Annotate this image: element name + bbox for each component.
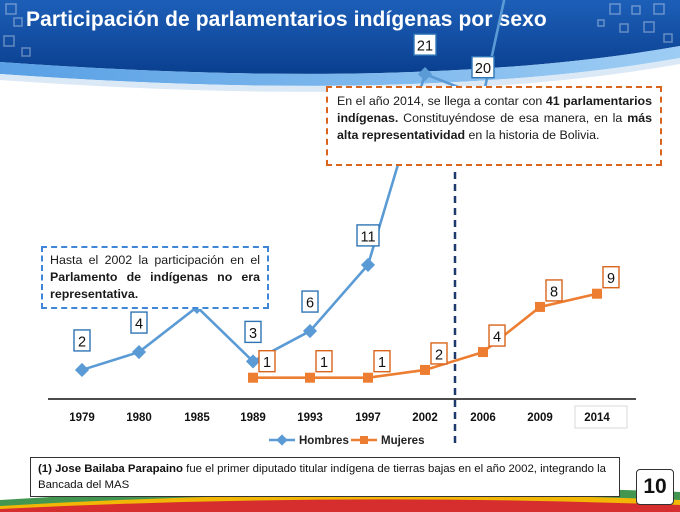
callout-2014-text-3: en la historia de Bolivia. <box>465 128 600 142</box>
slide-title: Participación de parlamentarios indígena… <box>26 8 547 31</box>
data-label-box-hombres <box>471 56 495 79</box>
data-point-hombres <box>302 323 318 339</box>
callout-2014-text-2: Constituyéndose de esa manera, en la <box>398 111 628 125</box>
x-tick-label: 2002 <box>412 412 438 424</box>
data-label-hombres: 4 <box>135 317 143 333</box>
data-point-hombres <box>131 344 147 360</box>
callout-2002-text: Hasta el 2002 la participación en el <box>50 253 260 267</box>
data-label-hombres: 11 <box>360 229 375 245</box>
x-tick-label: 1989 <box>240 412 266 424</box>
callout-2014-text-1: En el año 2014, se llega a contar con <box>337 94 546 108</box>
data-label-box-mujeres <box>373 350 391 373</box>
data-label-mujeres: 1 <box>263 355 271 371</box>
data-point-mujeres <box>535 301 545 312</box>
callout-2014: En el año 2014, se llega a contar con 41… <box>326 86 662 166</box>
data-point-hombres <box>360 257 376 272</box>
x-tick-label: 1979 <box>69 412 95 424</box>
data-label-mujeres: 8 <box>550 284 558 300</box>
footnote: (1) Jose Bailaba Parapaino fue el primer… <box>30 457 620 497</box>
data-label-hombres: 3 <box>249 326 257 342</box>
x-tick-label: 1985 <box>184 412 210 424</box>
data-label-box-hombres <box>301 290 319 313</box>
x-tick-label: 2006 <box>470 412 496 424</box>
legend-label: Mujeres <box>381 435 424 447</box>
x-tick-label: 1993 <box>297 412 323 424</box>
data-label-box-hombres <box>73 329 91 352</box>
data-point-hombres <box>74 362 90 378</box>
x-tick-label: 2009 <box>527 412 553 424</box>
data-label-box-mujeres <box>258 350 276 373</box>
callout-2014-bold-2: más alta representatividad <box>337 111 652 142</box>
data-point-mujeres <box>592 288 602 299</box>
data-label-mujeres: 1 <box>320 355 328 371</box>
highlight-year-box <box>574 405 628 429</box>
data-point-mujeres <box>420 364 430 375</box>
data-label-box-mujeres <box>545 279 563 302</box>
data-label-box-mujeres <box>430 342 448 365</box>
data-label-mujeres: 4 <box>493 330 501 346</box>
footnote-author: (1) Jose Bailaba Parapaino <box>38 463 183 475</box>
data-point-mujeres <box>248 372 258 383</box>
data-label-mujeres: 9 <box>607 271 615 287</box>
data-label-mujeres: 1 <box>378 355 386 371</box>
data-label-hombres: 6 <box>306 296 314 312</box>
footnote-text: fue el primer diputado titular indígena … <box>38 463 606 491</box>
data-label-box-mujeres <box>488 324 506 347</box>
x-tick-label: 1997 <box>355 412 381 424</box>
data-label-hombres: 21 <box>417 39 433 55</box>
data-label-box-mujeres <box>602 266 620 289</box>
data-point-hombres <box>417 67 433 82</box>
data-label-box-mujeres <box>315 350 333 373</box>
data-label-box-hombres <box>413 33 437 56</box>
data-label-hombres: 20 <box>475 61 491 77</box>
page-number: 10 <box>636 469 674 505</box>
data-label-hombres: 2 <box>78 334 86 350</box>
callout-2014-bold-1: 41 parlamentarios indígenas. <box>337 94 652 125</box>
data-point-mujeres <box>305 372 315 383</box>
data-point-mujeres <box>478 347 488 358</box>
callout-2002-bold: Parlamento de indígenas no era represent… <box>50 270 260 301</box>
data-point-mujeres <box>363 372 373 383</box>
legend-marker <box>276 434 288 446</box>
data-label-mujeres: 2 <box>435 347 443 363</box>
series-line-hombres <box>81 0 506 372</box>
legend-marker <box>360 436 368 444</box>
data-point-hombres <box>245 354 261 369</box>
x-tick-label: 2014 <box>584 412 610 424</box>
data-label-box-hombres <box>356 224 380 247</box>
callout-2002: Hasta el 2002 la participación en el Par… <box>41 246 269 309</box>
legend-label: Hombres <box>299 435 349 447</box>
data-label-box-hombres <box>244 320 262 344</box>
header-background <box>0 0 680 92</box>
x-tick-label: 1980 <box>126 412 152 424</box>
data-label-box-hombres <box>130 311 148 334</box>
header-banner: Participación de parlamentarios indígena… <box>0 0 680 92</box>
